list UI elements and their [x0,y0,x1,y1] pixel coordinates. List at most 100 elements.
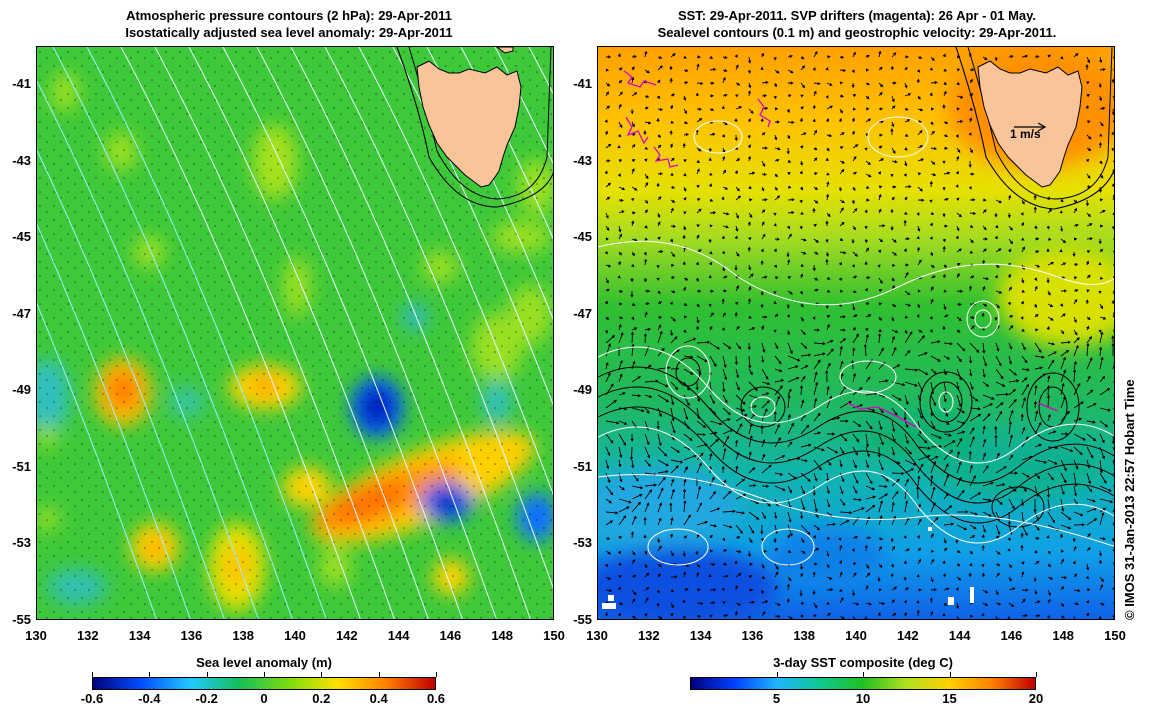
velocity-arrow [942,238,946,243]
velocity-arrow [969,250,974,254]
velocity-arrow [891,147,896,154]
velocity-arrow [1047,375,1051,383]
velocity-arrow [787,81,794,85]
velocity-arrow [839,485,844,495]
velocity-arrow [865,118,872,123]
velocity-arrow [956,82,961,85]
velocity-arrow [643,258,648,266]
velocity-arrow [721,298,725,305]
velocity-arrow [826,601,830,605]
velocity-arrow [852,535,859,539]
velocity-arrow [865,160,871,166]
velocity-arrow [657,290,661,295]
velocity-arrow [631,168,635,175]
velocity-arrow [968,450,972,461]
velocity-arrow [943,537,947,544]
velocity-arrow [1111,147,1114,152]
velocity-arrow [735,414,748,422]
velocity-arrow [643,277,647,283]
velocity-arrow [682,615,686,619]
velocity-arrow [1086,223,1093,227]
velocity-arrow [644,613,648,617]
velocity-arrow [839,160,846,164]
velocity-arrow [956,119,964,124]
velocity-arrow [1086,485,1093,493]
velocity-arrow [1047,511,1056,524]
velocity-arrow [748,368,753,376]
velocity-arrow [800,56,805,60]
velocity-arrow [696,55,701,59]
velocity-arrow [644,311,648,318]
right_panel-x-tick: 138 [793,628,816,643]
velocity-arrow [735,325,740,331]
velocity-arrow [1034,55,1040,59]
right_panel-y-tick: -41 [573,76,592,92]
left_panel-x-tick: 148 [491,628,514,643]
velocity-arrow [813,51,818,58]
velocity-arrow [1034,614,1041,618]
velocity-arrow [735,381,740,391]
velocity-arrow [1008,587,1016,591]
velocity-arrow [878,91,883,97]
velocity-arrow [1047,598,1051,604]
velocity-arrow [722,212,730,216]
velocity-arrow [605,362,609,370]
velocity-arrow [1073,589,1081,593]
velocity-arrow [864,615,868,619]
velocity-arrow [864,261,868,266]
velocity-arrow [982,225,987,231]
velocity-arrow [1034,303,1038,309]
velocity-arrow [813,342,826,346]
velocity-arrow [839,498,846,506]
velocity-arrow [1008,325,1014,331]
velocity-arrow [813,90,817,97]
velocity-arrow [1086,547,1091,552]
left_panel-x-tick: 138 [232,628,255,643]
velocity-arrow [786,583,790,591]
velocity-arrow [851,264,855,268]
velocity-arrow [813,157,818,162]
velocity-arrow [721,105,725,110]
velocity-arrow [1073,433,1086,441]
velocity-arrow [826,147,830,152]
velocity-arrow [1060,432,1069,436]
velocity-arrow [760,290,764,296]
pressure-contour-line [222,47,463,619]
velocity-arrow [747,342,751,351]
velocity-arrow [1086,403,1097,409]
velocity-arrow [644,121,652,125]
velocity-arrow [1086,532,1091,539]
velocity-arrow [969,464,973,474]
velocity-arrow [863,343,867,357]
colorbar-tick-mark [264,672,265,677]
sst-map[interactable]: 1 m/s [597,46,1115,620]
velocity-arrow [969,355,973,364]
velocity-arrow [865,563,870,569]
velocity-arrow [774,69,780,74]
pressure-contour-line [324,47,553,589]
velocity-arrow [747,155,752,162]
velocity-arrow [813,223,817,227]
velocity-arrow [943,602,947,607]
velocity-arrow [1086,134,1092,140]
velocity-arrow [631,197,635,202]
pressure-contour-line [256,47,497,619]
velocity-arrow [1008,434,1014,448]
sea-level-anomaly-map[interactable] [36,46,554,620]
velocity-arrow [865,536,872,540]
velocity-arrow [761,132,766,136]
velocity-arrow [852,433,860,443]
velocity-arrow [709,524,718,528]
velocity-arrow [682,571,687,578]
velocity-arrow [1112,250,1114,253]
colorbar-tick-label: -0.6 [80,691,104,706]
velocity-arrow [670,199,676,203]
pressure-contour-line [52,47,293,619]
velocity-arrow [852,303,856,311]
velocity-arrow [943,68,948,72]
velocity-arrow [825,369,829,383]
velocity-arrow [969,315,976,320]
velocity-arrow [825,67,829,71]
velocity-arrow [995,572,1000,578]
velocity-arrow [943,573,946,578]
